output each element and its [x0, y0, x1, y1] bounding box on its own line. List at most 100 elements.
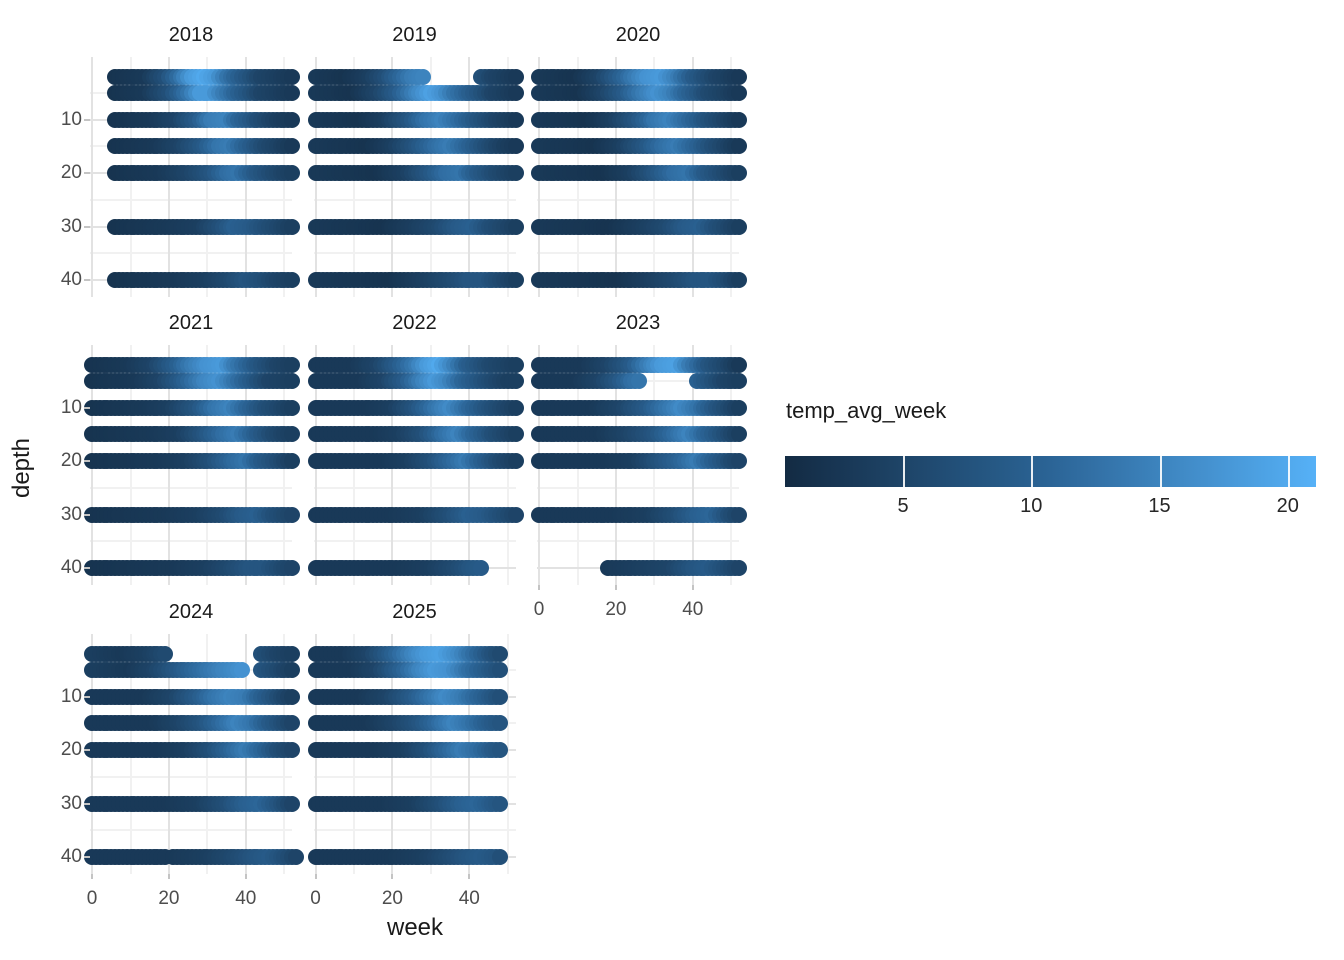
- y-tick-mark: [84, 567, 90, 569]
- facet-title-2023: 2023: [615, 312, 661, 334]
- data-point: [157, 645, 174, 662]
- y-axis-title: depth: [8, 437, 35, 499]
- data-point: [284, 506, 300, 523]
- legend-tick-label: 10: [1020, 495, 1043, 517]
- data-point: [507, 272, 524, 288]
- x-tick-mark: [691, 585, 694, 590]
- x-tick-label: 40: [235, 888, 257, 909]
- data-point: [731, 111, 747, 128]
- data-point: [284, 372, 300, 389]
- facet-panel-2018: [90, 57, 300, 297]
- data-point: [284, 742, 300, 758]
- facet-title-2022: 2022: [392, 312, 437, 334]
- data-point: [731, 426, 747, 443]
- data-point: [731, 356, 747, 373]
- x-tick-label: 20: [158, 888, 180, 909]
- x-tick-mark: [538, 585, 540, 590]
- data-point: [284, 165, 300, 181]
- data-point: [731, 399, 747, 416]
- data-point: [284, 84, 300, 101]
- y-tick-label: 30: [60, 215, 82, 237]
- data-point: [731, 165, 747, 181]
- y-tick-label: 10: [60, 396, 82, 418]
- data-point: [731, 453, 747, 469]
- x-tick-label: 0: [86, 888, 98, 909]
- gridline-minor: [313, 486, 516, 489]
- x-tick-label: 0: [533, 599, 545, 620]
- x-tick-mark: [167, 874, 170, 879]
- y-tick-mark: [84, 172, 90, 174]
- facet-title-2018: 2018: [168, 24, 214, 46]
- y-tick-mark: [84, 406, 90, 409]
- x-tick-label: 20: [381, 888, 403, 909]
- x-tick-label: 40: [458, 888, 480, 909]
- data-point: [284, 399, 300, 416]
- y-tick-label: 40: [60, 557, 82, 578]
- gridline-minor: [90, 486, 292, 489]
- y-tick-label: 40: [60, 846, 82, 867]
- data-point: [507, 453, 524, 469]
- gridline-minor: [313, 775, 516, 778]
- x-tick-label: 0: [310, 888, 321, 909]
- y-tick-mark: [84, 749, 90, 751]
- data-point: [284, 68, 300, 85]
- y-tick-mark: [84, 279, 90, 281]
- facet-title-2019: 2019: [392, 24, 437, 46]
- facet-title-2024: 2024: [168, 601, 214, 623]
- data-point: [284, 356, 300, 373]
- gridline-minor: [90, 775, 292, 778]
- data-point: [284, 272, 300, 288]
- x-axis-title: week: [386, 914, 444, 941]
- data-point: [507, 84, 524, 101]
- data-point: [731, 372, 747, 389]
- gridline-minor: [90, 829, 292, 832]
- data-point: [731, 218, 747, 235]
- y-tick-mark: [84, 460, 90, 462]
- data-point: [492, 795, 509, 812]
- data-point: [507, 111, 524, 128]
- data-point: [492, 645, 509, 662]
- gridline-minor: [537, 486, 739, 489]
- x-tick-mark: [91, 874, 93, 879]
- legend-tick-mark: [1031, 456, 1034, 487]
- legend-colorbar: [785, 456, 1316, 487]
- y-tick-label: 20: [60, 739, 82, 760]
- data-point: [731, 84, 747, 101]
- data-point: [234, 661, 250, 678]
- x-tick-mark: [244, 874, 247, 879]
- gridline-minor: [313, 829, 516, 832]
- data-point: [472, 560, 489, 576]
- gridline-minor: [90, 198, 292, 201]
- gridline-minor: [313, 540, 516, 543]
- y-tick-mark: [84, 695, 90, 698]
- data-point: [731, 68, 747, 85]
- y-tick-label: 40: [60, 269, 82, 290]
- x-tick-mark: [614, 585, 617, 590]
- y-tick-mark: [84, 118, 90, 121]
- data-point: [284, 688, 300, 705]
- legend-tick-mark: [1287, 456, 1290, 487]
- y-tick-mark: [84, 856, 90, 858]
- data-point: [492, 849, 509, 865]
- y-tick-mark: [84, 225, 90, 228]
- data-point: [284, 218, 300, 235]
- facet-panel-2024: [84, 634, 304, 874]
- y-tick-label: 10: [60, 108, 82, 130]
- data-point: [731, 506, 747, 523]
- gridline-minor: [537, 540, 739, 543]
- data-point: [284, 111, 300, 128]
- facet-panel-2022: [307, 345, 524, 585]
- data-point: [507, 399, 524, 416]
- x-tick-label: 20: [605, 599, 627, 620]
- y-tick-mark: [84, 802, 90, 805]
- facet-panel-2025: [307, 634, 516, 874]
- y-tick-label: 20: [60, 450, 82, 471]
- facet-panel-2021: [84, 345, 300, 585]
- gridline-minor: [313, 198, 516, 201]
- y-tick-label: 30: [60, 792, 82, 814]
- data-point: [507, 372, 524, 389]
- data-point: [507, 218, 524, 235]
- gridline-minor: [537, 252, 739, 255]
- gridline-minor: [90, 252, 292, 255]
